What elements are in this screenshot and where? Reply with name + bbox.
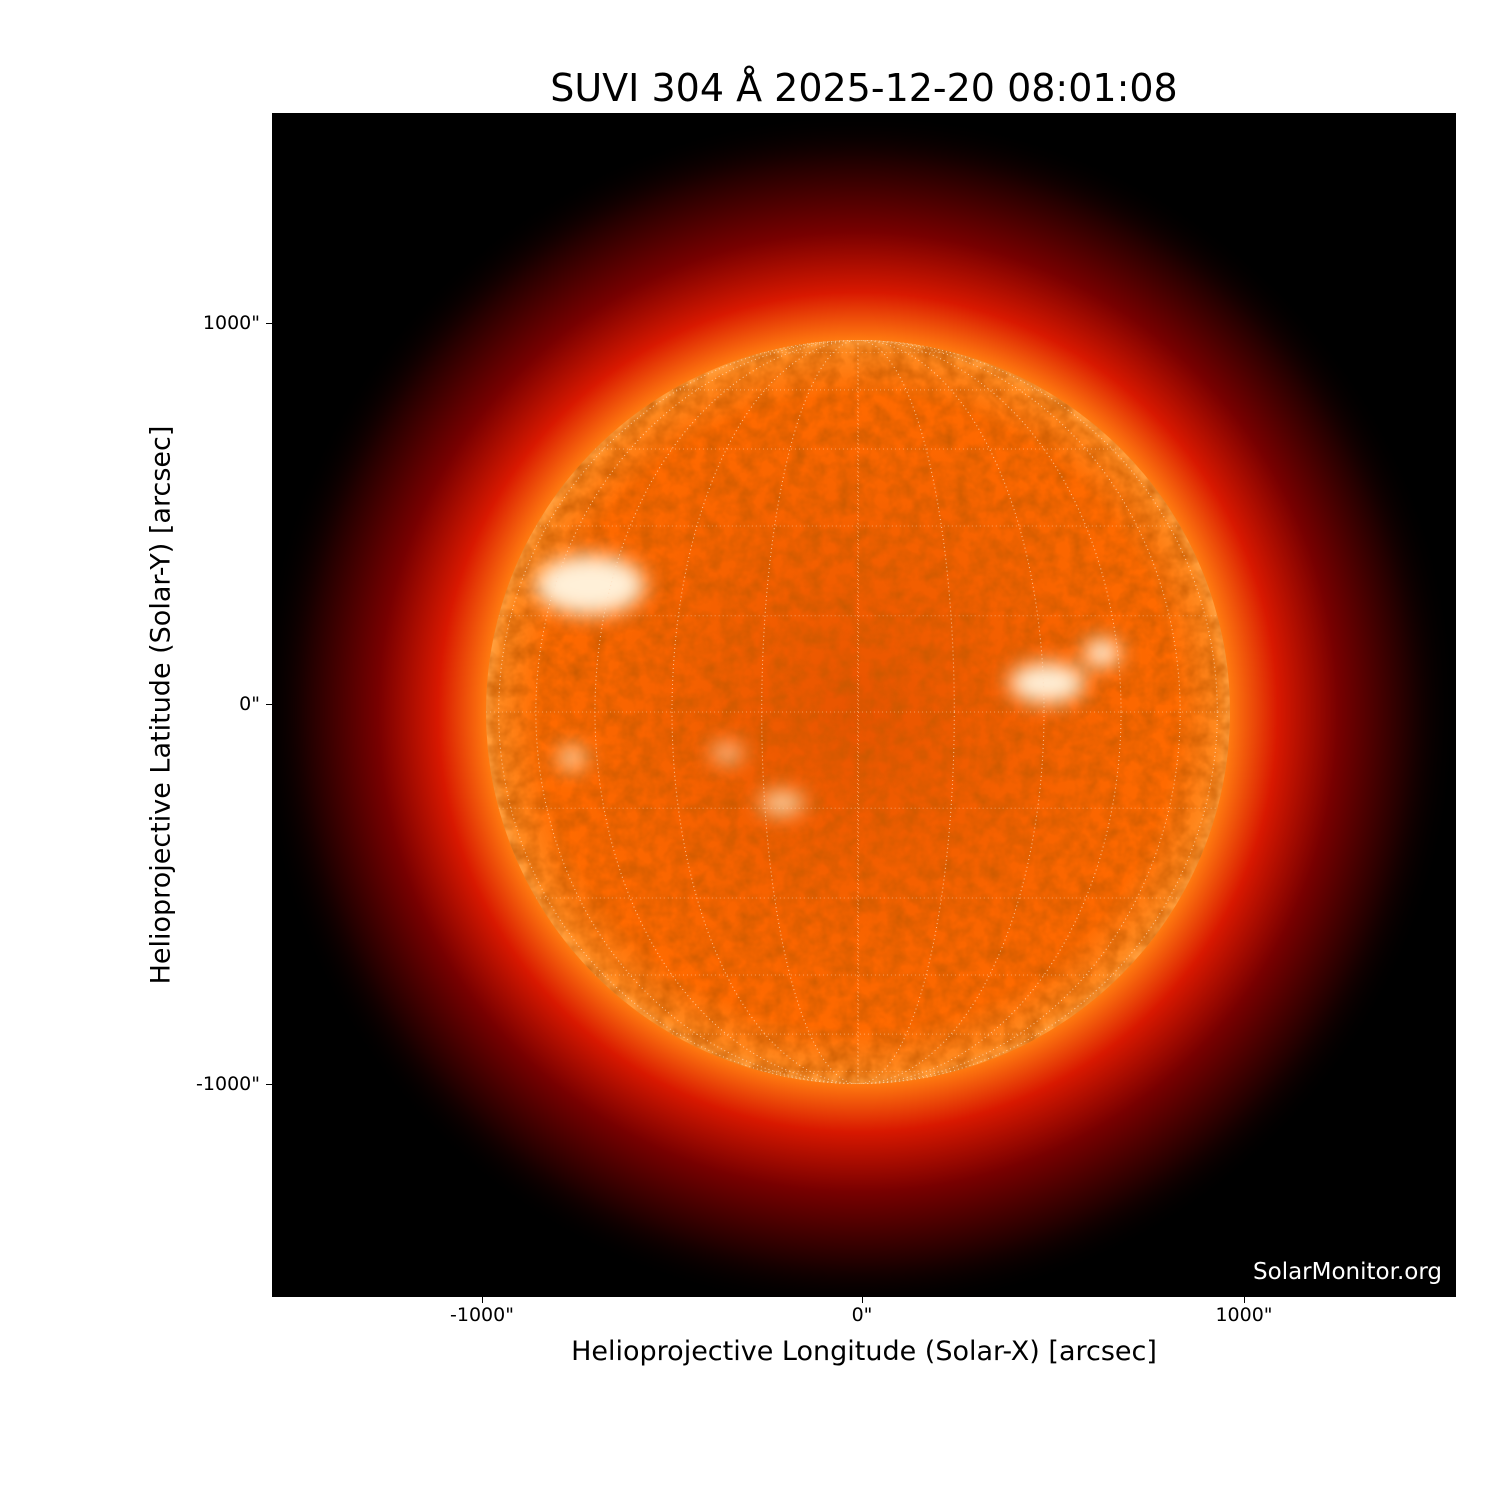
x-tick-label: 0" <box>851 1304 873 1326</box>
x-axis-label: Helioprojective Longitude (Solar-X) [arc… <box>571 1336 1157 1367</box>
y-tick-label: 0" <box>239 693 260 715</box>
heliographic-grid <box>486 340 1230 1084</box>
y-tick-label: 1000" <box>202 312 260 334</box>
x-tick <box>482 1297 483 1303</box>
y-tick <box>266 1084 272 1085</box>
x-tick-label: 1000" <box>1215 1304 1273 1326</box>
active-region <box>535 555 645 615</box>
watermark: SolarMonitor.org <box>1253 1259 1442 1285</box>
plot-area: SolarMonitor.org <box>272 113 1456 1297</box>
active-region <box>1009 663 1085 703</box>
y-tick <box>266 704 272 705</box>
x-tick <box>1244 1297 1245 1303</box>
active-region <box>711 743 743 763</box>
active-region <box>760 791 804 815</box>
x-tick <box>862 1297 863 1303</box>
x-tick-label: -1000" <box>450 1304 514 1326</box>
solar-image <box>272 113 1456 1297</box>
y-tick <box>266 323 272 324</box>
active-regions <box>535 555 1120 815</box>
active-region <box>1084 639 1120 667</box>
y-axis-label: Helioprojective Latitude (Solar-Y) [arcs… <box>145 425 177 985</box>
active-region <box>558 746 586 770</box>
y-tick-label: -1000" <box>196 1073 260 1095</box>
chart-title: SUVI 304 Å 2025-12-20 08:01:08 <box>550 66 1178 110</box>
longitude-line <box>535 340 1181 1084</box>
longitude-line <box>671 340 1045 1084</box>
